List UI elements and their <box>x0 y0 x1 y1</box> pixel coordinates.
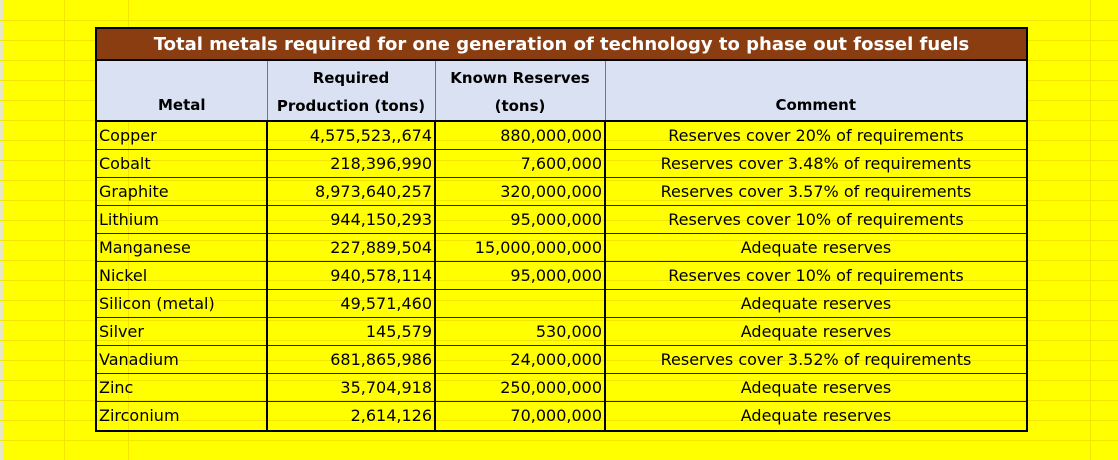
cell-reserves[interactable]: 95,000,000 <box>434 261 605 290</box>
table-body: Copper 4,575,523,,674 880,000,000 Reserv… <box>97 121 1026 430</box>
cell-metal[interactable]: Nickel <box>97 261 267 290</box>
cell-required[interactable]: 944,150,293 <box>266 205 435 234</box>
cell-reserves[interactable]: 95,000,000 <box>434 205 605 234</box>
table-row: Copper 4,575,523,,674 880,000,000 Reserv… <box>97 121 1026 150</box>
sheet-gridline <box>0 440 1118 441</box>
cell-metal[interactable]: Vanadium <box>97 345 267 374</box>
cell-required[interactable]: 2,614,126 <box>266 401 435 430</box>
cell-metal[interactable]: Zinc <box>97 373 267 402</box>
cell-metal[interactable]: Silver <box>97 317 267 346</box>
metals-table: Metal Required Production (tons) Known R… <box>97 61 1026 430</box>
cell-reserves[interactable]: 320,000,000 <box>434 177 605 206</box>
cell-metal[interactable]: Zirconium <box>99 406 180 426</box>
table-row: Zirconium 2,614,126 70,000,000 Adequate … <box>97 401 1026 430</box>
header-row: Metal Required Production (tons) Known R… <box>97 61 1026 122</box>
table-row: Cobalt 218,396,990 7,600,000 Reserves co… <box>97 149 1026 178</box>
cell-comment[interactable]: Adequate reserves <box>604 373 1026 402</box>
sheet-gridline <box>64 0 65 460</box>
table-row: Lithium 944,150,293 95,000,000 Reserves … <box>97 205 1026 234</box>
cell-metal[interactable]: Cobalt <box>97 149 267 178</box>
cell-reserves[interactable]: 24,000,000 <box>434 345 605 374</box>
table-row: Graphite 8,973,640,257 320,000,000 Reser… <box>97 177 1026 206</box>
cell-comment[interactable]: Reserves cover 10% of requirements <box>604 205 1026 234</box>
header-reserves-line1: Known Reserves <box>450 69 590 87</box>
cell-metal[interactable]: Graphite <box>97 177 267 206</box>
cell-required[interactable]: 681,865,986 <box>266 345 435 374</box>
cell-reserves[interactable]: 530,000 <box>434 317 605 346</box>
cell-required[interactable]: 4,575,523,,674 <box>266 121 435 150</box>
cell-metal[interactable]: Copper <box>97 121 267 150</box>
cell-comment[interactable]: Adequate reserves <box>604 317 1026 346</box>
table-row: Silver 145,579 530,000 Adequate reserves <box>97 317 1026 346</box>
cell-comment[interactable]: Adequate reserves <box>604 233 1026 262</box>
cell-comment[interactable]: Reserves cover 3.57% of requirements <box>604 177 1026 206</box>
cell-comment[interactable]: Adequate reserves <box>604 401 1026 430</box>
cell-required[interactable]: 940,578,114 <box>266 261 435 290</box>
cell-comment[interactable]: Reserves cover 20% of requirements <box>604 121 1026 150</box>
table-row: Manganese 227,889,504 15,000,000,000 Ade… <box>97 233 1026 262</box>
header-required-line1: Required <box>312 69 390 87</box>
header-required: Required Production (tons) <box>266 61 435 122</box>
cell-required[interactable]: 8,973,640,257 <box>266 177 435 206</box>
cell-comment[interactable]: Adequate reserves <box>604 289 1026 318</box>
cell-required[interactable]: 145,579 <box>266 317 435 346</box>
metals-table-container: Total metals required for one generation… <box>95 27 1028 432</box>
table-row: Vanadium 681,865,986 24,000,000 Reserves… <box>97 345 1026 374</box>
sheet-left-edge <box>0 0 3 460</box>
header-metal: Metal <box>97 61 267 122</box>
cell-reserves[interactable]: 250,000,000 <box>434 373 605 402</box>
sheet-gridline <box>0 20 1118 21</box>
table-row: Nickel 940,578,114 95,000,000 Reserves c… <box>97 261 1026 290</box>
cell-comment[interactable]: Reserves cover 3.52% of requirements <box>604 345 1026 374</box>
cell-metal[interactable]: Lithium <box>97 205 267 234</box>
cell-metal[interactable]: Silicon (metal) <box>97 289 267 318</box>
cell-reserves[interactable]: 7,600,000 <box>434 149 605 178</box>
cell-required[interactable]: 218,396,990 <box>266 149 435 178</box>
table-row: Zinc 35,704,918 250,000,000 Adequate res… <box>97 373 1026 402</box>
table-row: Silicon (metal) 49,571,460 Adequate rese… <box>97 289 1026 318</box>
header-required-line2: Production (tons) <box>276 97 426 115</box>
cell-reserves[interactable]: 15,000,000,000 <box>434 233 605 262</box>
header-reserves: Known Reserves (tons) <box>434 61 605 122</box>
header-comment: Comment <box>604 61 1026 122</box>
cell-required[interactable]: 49,571,460 <box>266 289 435 318</box>
cell-comment[interactable]: Reserves cover 10% of requirements <box>604 261 1026 290</box>
sheet-gridline <box>1090 0 1091 460</box>
cell-metal[interactable]: Manganese <box>97 233 267 262</box>
table-title: Total metals required for one generation… <box>97 29 1026 61</box>
header-reserves-line2: (tons) <box>494 97 546 115</box>
cell-reserves[interactable]: 70,000,000 <box>434 401 605 430</box>
cell-required[interactable]: 227,889,504 <box>266 233 435 262</box>
cell-reserves[interactable] <box>434 289 605 318</box>
cell-comment[interactable]: Reserves cover 3.48% of requirements <box>604 149 1026 178</box>
cell-required[interactable]: 35,704,918 <box>266 373 435 402</box>
cell-reserves[interactable]: 880,000,000 <box>434 121 605 150</box>
